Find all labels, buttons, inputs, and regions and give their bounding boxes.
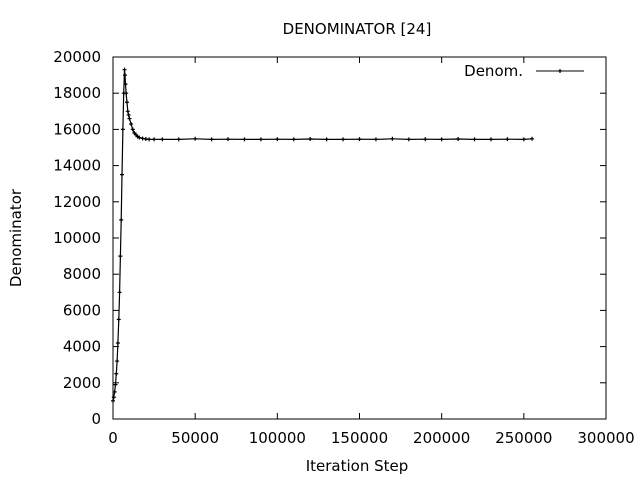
data-point	[242, 137, 247, 142]
data-point	[124, 100, 129, 105]
y-tick-label: 6000	[63, 301, 101, 319]
data-point	[111, 398, 115, 403]
data-point	[423, 137, 428, 142]
data-point	[117, 290, 122, 295]
data-point	[505, 137, 510, 142]
y-tick-label: 20000	[53, 48, 101, 66]
y-axis-label: Denominator	[7, 188, 25, 287]
data-point	[472, 137, 477, 142]
y-tick-label: 10000	[53, 229, 101, 247]
data-point	[112, 389, 117, 394]
data-point	[152, 137, 157, 142]
data-point	[120, 127, 125, 132]
y-axis: 0 2000 4000 6000 8000 10000 12000 14000 16000 180…	[53, 48, 606, 428]
x-tick-label: 0	[108, 429, 118, 447]
data-point	[126, 112, 131, 117]
data-point	[147, 137, 152, 142]
data-point	[137, 135, 142, 140]
y-tick-label: 8000	[63, 265, 101, 283]
data-point	[119, 217, 124, 222]
y-tick-label: 0	[91, 410, 101, 428]
legend-label: Denom.	[464, 62, 523, 80]
x-tick-label: 300000	[577, 429, 634, 447]
y-tick-label: 18000	[53, 84, 101, 102]
data-point	[488, 137, 493, 142]
data-point	[373, 137, 378, 142]
y-tick-label: 12000	[53, 193, 101, 211]
data-point	[308, 136, 313, 141]
data-point	[530, 136, 535, 141]
x-tick-label: 250000	[495, 429, 552, 447]
y-tick-label: 14000	[53, 157, 101, 175]
x-tick-label: 200000	[413, 429, 470, 447]
data-point	[456, 136, 461, 141]
data-point	[357, 137, 362, 142]
data-point	[390, 136, 395, 141]
legend-marker	[558, 69, 562, 73]
y-tick-label: 16000	[53, 120, 101, 138]
data-point	[129, 121, 134, 126]
data-point	[275, 137, 280, 142]
data-point	[111, 395, 116, 400]
x-axis: 0 50000 100000 150000 200000 250000 300000	[108, 57, 635, 447]
data-point	[406, 137, 411, 142]
x-axis-label: Iteration Step	[306, 457, 409, 475]
series-denom	[111, 67, 535, 403]
y-tick-label: 2000	[63, 374, 101, 392]
data-point	[118, 254, 123, 259]
data-point	[116, 317, 121, 322]
plot-frame	[112, 56, 607, 420]
data-point	[160, 137, 165, 142]
data-point	[193, 136, 198, 141]
y-tick-label: 4000	[63, 338, 101, 356]
data-point	[176, 137, 181, 142]
data-point	[115, 359, 120, 364]
data-point	[113, 382, 118, 387]
series-line	[112, 69, 533, 402]
data-point	[114, 371, 119, 376]
data-point	[115, 340, 120, 345]
legend-point	[558, 69, 562, 73]
data-point	[122, 67, 127, 72]
data-point	[125, 109, 130, 114]
x-tick-label: 50000	[171, 429, 219, 447]
data-point	[123, 82, 128, 87]
data-point	[124, 91, 129, 96]
data-point	[127, 116, 132, 121]
data-point	[258, 137, 263, 142]
data-point	[226, 137, 231, 142]
data-point	[130, 127, 135, 132]
x-tick-label: 150000	[331, 429, 388, 447]
data-point	[209, 137, 214, 142]
data-point	[324, 137, 329, 142]
data-point	[439, 137, 444, 142]
data-point	[120, 172, 125, 177]
legend: Denom.	[464, 62, 584, 80]
x-tick-label: 100000	[249, 429, 306, 447]
data-point	[521, 137, 526, 142]
data-point	[291, 137, 296, 142]
chart-title: DENOMINATOR [24]	[283, 20, 432, 38]
data-point	[341, 137, 346, 142]
data-point	[122, 73, 127, 78]
